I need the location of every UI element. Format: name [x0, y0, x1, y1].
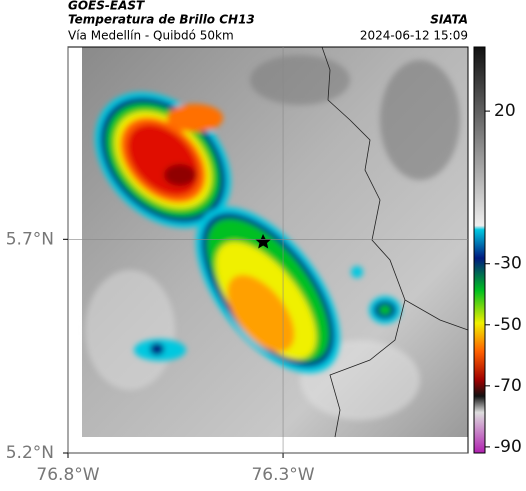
colorbar — [473, 46, 486, 454]
y-tick-label: 5.7°N — [6, 229, 54, 249]
source: SIATA — [430, 13, 468, 27]
colorbar-tick-label: -90 — [494, 437, 522, 457]
colorbar-tick-label: 20 — [494, 101, 516, 121]
route: Vía Medellín - Quibdó 50km — [68, 29, 234, 43]
x-tick-label: 76.8°W — [36, 465, 99, 485]
satellite-image — [67, 46, 469, 454]
colorbar-tick-label: -70 — [494, 376, 522, 396]
colorbar-tick-label: -30 — [494, 254, 522, 274]
x-tick-label: 76.3°W — [251, 465, 314, 485]
product: Temperatura de Brillo CH13 — [68, 13, 255, 27]
y-tick-label: 5.2°N — [6, 443, 54, 463]
colorbar-tick-label: -50 — [494, 315, 522, 335]
satellite: GOES-EAST — [68, 0, 145, 13]
timestamp: 2024-06-12 15:09 — [360, 29, 468, 43]
